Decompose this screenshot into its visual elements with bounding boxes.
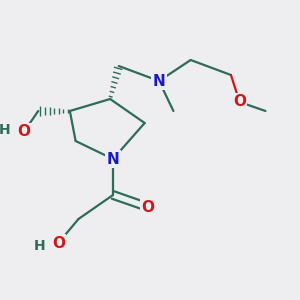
Text: O: O — [17, 124, 30, 140]
Text: O: O — [233, 94, 246, 110]
Text: N: N — [106, 152, 119, 166]
Text: N: N — [153, 74, 165, 88]
Text: O: O — [141, 200, 154, 214]
Text: O: O — [52, 236, 65, 250]
Text: H: H — [34, 239, 46, 253]
Text: H: H — [0, 124, 10, 137]
